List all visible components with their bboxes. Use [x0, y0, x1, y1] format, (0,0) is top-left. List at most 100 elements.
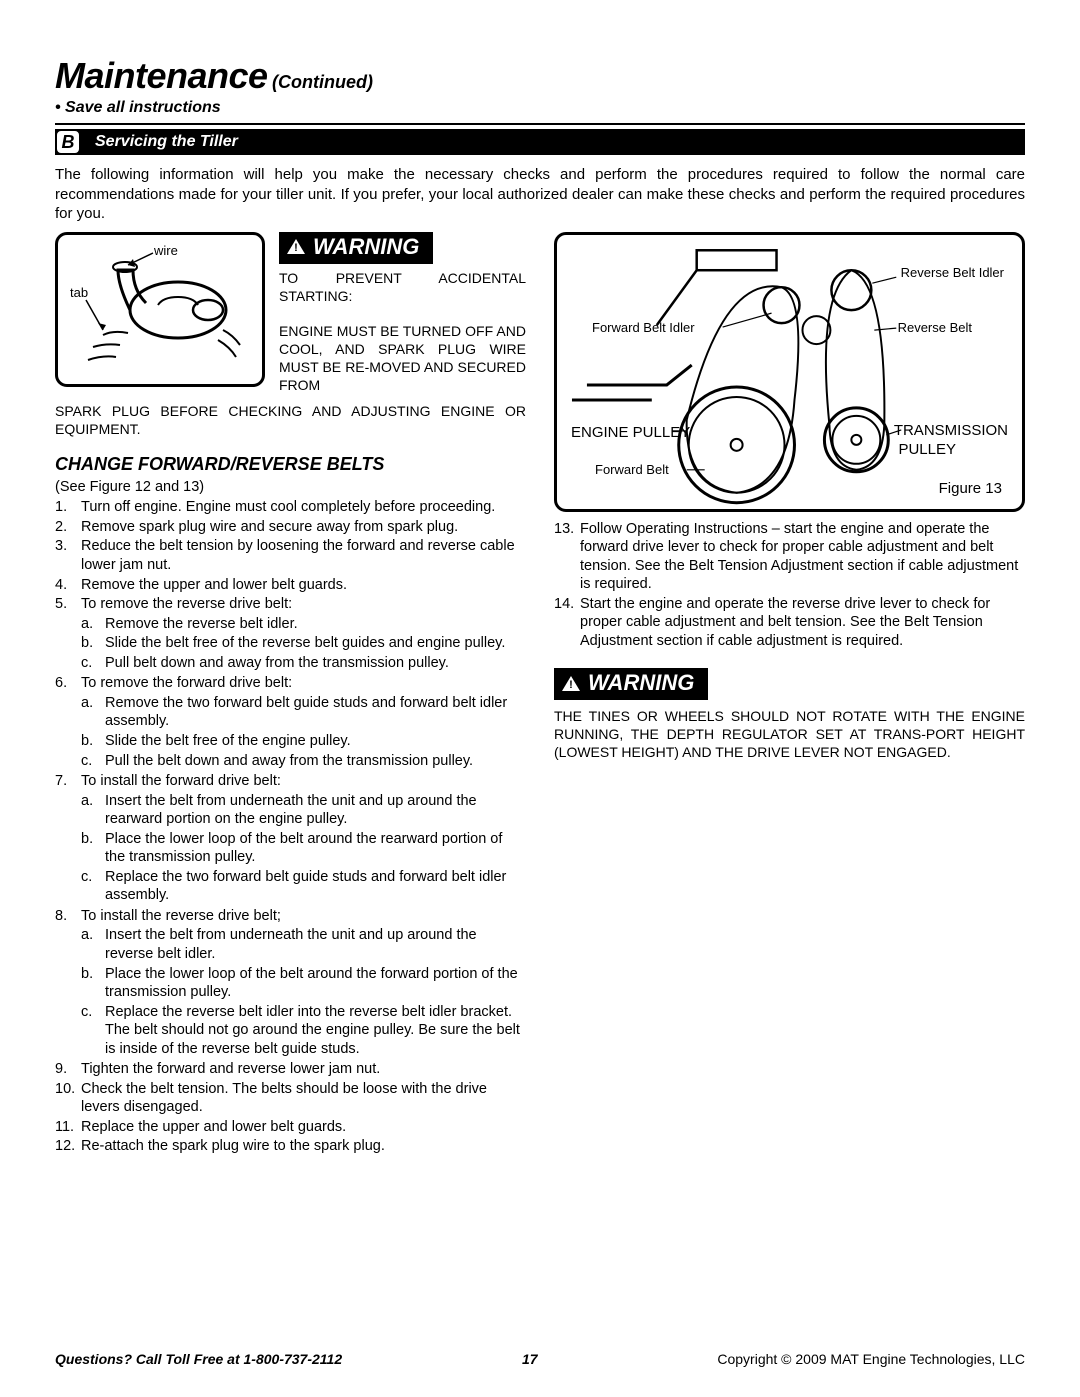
step-item: 5.To remove the reverse drive belt: a.Rem…: [55, 595, 526, 673]
figure-13: Forward Belt Idler Reverse Belt Idler Re…: [554, 232, 1025, 512]
substep-text: Pull belt down and away from the transmi…: [105, 654, 526, 673]
warning-2-label: WARNING: [554, 668, 708, 700]
substep-letter: c.: [81, 654, 105, 673]
step-text: To remove the reverse drive belt:: [81, 596, 292, 612]
fig13-fwd-belt-label: Forward Belt: [595, 462, 669, 479]
substep-item: c.Pull belt down and away from the trans…: [81, 654, 526, 673]
substep-letter: a.: [81, 615, 105, 634]
footer-page-number: 17: [522, 1351, 538, 1367]
intro-paragraph: The following information will help you …: [55, 165, 1025, 224]
step-body: Turn off engine. Engine must cool comple…: [81, 498, 526, 517]
substep-item: b.Slide the belt free of the reverse bel…: [81, 634, 526, 653]
figure-12: wire tab: [55, 232, 265, 387]
title-main: Maintenance: [55, 55, 268, 96]
substep-item: a.Remove the two forward belt guide stud…: [81, 694, 526, 731]
warning-1-continuation: SPARK PLUG BEFORE CHECKING AND ADJUSTING…: [55, 403, 526, 439]
step-number: 8.: [55, 907, 81, 1059]
fig13-trans-pulley-label-2: PULLEY: [898, 440, 956, 459]
step-text: To remove the forward drive belt:: [81, 675, 292, 691]
step-item: 10.Check the belt tension. The belts sho…: [55, 1080, 526, 1117]
substep-letter: c.: [81, 752, 105, 771]
substep-text: Place the lower loop of the belt around …: [105, 830, 526, 867]
step-item: 3.Reduce the belt tension by loosening t…: [55, 537, 526, 574]
step-item: 11.Replace the upper and lower belt guar…: [55, 1118, 526, 1137]
columns: wire tab WARNING TO PREVENT ACCIDENTAL S…: [55, 232, 1025, 1157]
step-body: Reduce the belt tension by loosening the…: [81, 537, 526, 574]
step-item: 2.Remove spark plug wire and secure away…: [55, 518, 526, 537]
substep-text: Replace the two forward belt guide studs…: [105, 868, 526, 905]
substep-letter: a.: [81, 926, 105, 963]
substep-text: Pull the belt down and away from the tra…: [105, 752, 526, 771]
step-body: Remove the upper and lower belt guards.: [81, 576, 526, 595]
step-number: 2.: [55, 518, 81, 537]
step-number: 4.: [55, 576, 81, 595]
left-column: wire tab WARNING TO PREVENT ACCIDENTAL S…: [55, 232, 526, 1157]
substep-text: Replace the reverse belt idler into the …: [105, 1003, 526, 1059]
section-letter: B: [55, 129, 81, 155]
step-item: 14.Start the engine and operate the reve…: [554, 595, 1025, 651]
step-number: 10.: [55, 1080, 81, 1117]
step-body: Tighten the forward and reverse lower ja…: [81, 1060, 526, 1079]
substep-item: c.Replace the reverse belt idler into th…: [81, 1003, 526, 1059]
substep-item: a.Remove the reverse belt idler.: [81, 615, 526, 634]
fig13-fwd-idler-label: Forward Belt Idler: [592, 320, 695, 337]
substep-item: b.Slide the belt free of the engine pull…: [81, 732, 526, 751]
step-number: 14.: [554, 595, 580, 651]
substep-list: a.Insert the belt from underneath the un…: [81, 926, 526, 1058]
step-number: 13.: [554, 520, 580, 594]
step-body: Start the engine and operate the reverse…: [580, 595, 1025, 651]
fig13-caption: Figure 13: [939, 479, 1002, 498]
step-number: 5.: [55, 595, 81, 673]
step-number: 1.: [55, 498, 81, 517]
step-text: Tighten the forward and reverse lower ja…: [81, 1061, 380, 1077]
footer-copyright: Copyright © 2009 MAT Engine Technologies…: [717, 1351, 1025, 1367]
step-item: 1.Turn off engine. Engine must cool comp…: [55, 498, 526, 517]
steps-list-right: 13.Follow Operating Instructions – start…: [554, 520, 1025, 651]
step-item: 7.To install the forward drive belt: a.In…: [55, 772, 526, 906]
step-number: 6.: [55, 674, 81, 771]
page-footer: Questions? Call Toll Free at 1-800-737-2…: [55, 1351, 1025, 1367]
step-number: 12.: [55, 1137, 81, 1156]
step-item: 4.Remove the upper and lower belt guards…: [55, 576, 526, 595]
substep-text: Insert the belt from underneath the unit…: [105, 792, 526, 829]
step-body: Follow Operating Instructions – start th…: [580, 520, 1025, 594]
step-text: Replace the upper and lower belt guards.: [81, 1119, 346, 1135]
substep-letter: b.: [81, 634, 105, 653]
step-item: 12.Re-attach the spark plug wire to the …: [55, 1137, 526, 1156]
substep-text: Remove the two forward belt guide studs …: [105, 694, 526, 731]
substep-list: a.Insert the belt from underneath the un…: [81, 792, 526, 905]
step-number: 11.: [55, 1118, 81, 1137]
substep-item: b.Place the lower loop of the belt aroun…: [81, 830, 526, 867]
step-body: To remove the forward drive belt: a.Remov…: [81, 674, 526, 771]
step-body: To install the reverse drive belt;a.Inse…: [81, 907, 526, 1059]
see-figure-ref: (See Figure 12 and 13): [55, 478, 526, 497]
step-text: Remove spark plug wire and secure away f…: [81, 519, 458, 535]
step-item: 6.To remove the forward drive belt: a.Rem…: [55, 674, 526, 771]
steps-list-left: 1.Turn off engine. Engine must cool comp…: [55, 498, 526, 1156]
fig13-rev-idler-label: Reverse Belt Idler: [901, 265, 1004, 282]
step-body: To install the forward drive belt: a.Inse…: [81, 772, 526, 906]
step-item: 8.To install the reverse drive belt;a.In…: [55, 907, 526, 1059]
substep-list: a.Remove the two forward belt guide stud…: [81, 694, 526, 770]
figure-12-row: wire tab WARNING TO PREVENT ACCIDENTAL S…: [55, 232, 526, 396]
fig13-trans-pulley-label-1: TRANSMISSION: [894, 421, 1008, 440]
section-bar: B Servicing the Tiller: [55, 129, 1025, 155]
step-body: To remove the reverse drive belt: a.Remov…: [81, 595, 526, 673]
step-number: 7.: [55, 772, 81, 906]
warning-icon: [287, 239, 305, 254]
step-number: 9.: [55, 1060, 81, 1079]
step-text: To install the forward drive belt:: [81, 773, 281, 789]
warning-2-body: THE TINES OR WHEELS SHOULD NOT ROTATE WI…: [554, 708, 1025, 762]
fig13-rev-belt-label: Reverse Belt: [898, 320, 972, 337]
warning-icon: [562, 676, 580, 691]
substep-letter: a.: [81, 694, 105, 731]
change-belts-heading: CHANGE FORWARD/REVERSE BELTS: [55, 453, 526, 476]
substep-text: Place the lower loop of the belt around …: [105, 965, 526, 1002]
substep-text: Insert the belt from underneath the unit…: [105, 926, 526, 963]
substep-letter: c.: [81, 868, 105, 905]
warning-1-label: WARNING: [279, 232, 433, 264]
step-text: Remove the upper and lower belt guards.: [81, 577, 347, 593]
step-item: 13.Follow Operating Instructions – start…: [554, 520, 1025, 594]
substep-item: c.Pull the belt down and away from the t…: [81, 752, 526, 771]
substep-item: b.Place the lower loop of the belt aroun…: [81, 965, 526, 1002]
